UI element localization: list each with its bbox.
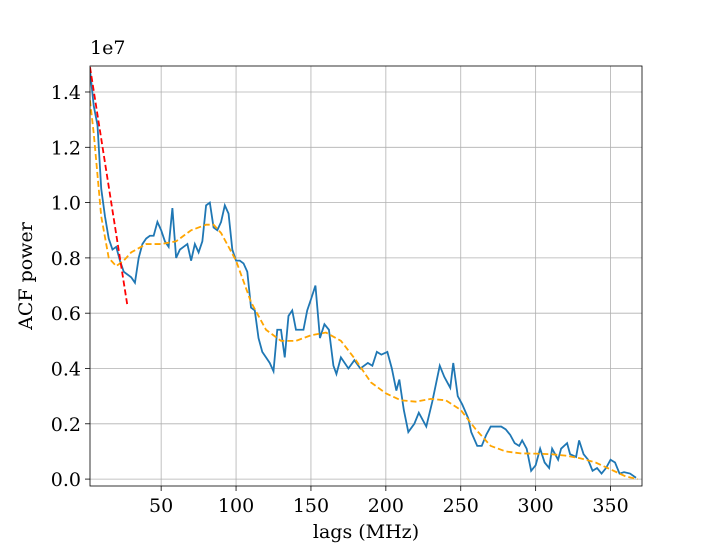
x-tick-label: 350 xyxy=(592,495,628,517)
x-tick-label: 300 xyxy=(518,495,554,517)
y-tick-label: 1.2 xyxy=(51,137,81,159)
x-tick-label: 250 xyxy=(443,495,479,517)
y-tick-label: 0.0 xyxy=(51,469,81,491)
y-axis-label: ACF power xyxy=(15,221,37,331)
series-line xyxy=(90,100,638,480)
y-tick-label: 0.6 xyxy=(51,303,81,325)
series-line xyxy=(90,69,637,479)
y-tick-label: 0.8 xyxy=(51,248,81,270)
y-offset-text: 1e7 xyxy=(90,37,125,59)
y-tick-label: 0.4 xyxy=(51,358,81,380)
y-tick-label: 1.4 xyxy=(51,82,81,104)
x-tick-label: 150 xyxy=(293,495,329,517)
plot-frame xyxy=(89,65,643,487)
x-axis-label: lags (MHz) xyxy=(313,521,419,543)
x-tick-label: 50 xyxy=(149,495,173,517)
x-tick-label: 100 xyxy=(218,495,254,517)
y-tick-label: 1.0 xyxy=(51,193,81,215)
series-line xyxy=(90,66,129,305)
y-tick-label: 0.2 xyxy=(51,414,81,436)
x-tick-label: 200 xyxy=(368,495,404,517)
